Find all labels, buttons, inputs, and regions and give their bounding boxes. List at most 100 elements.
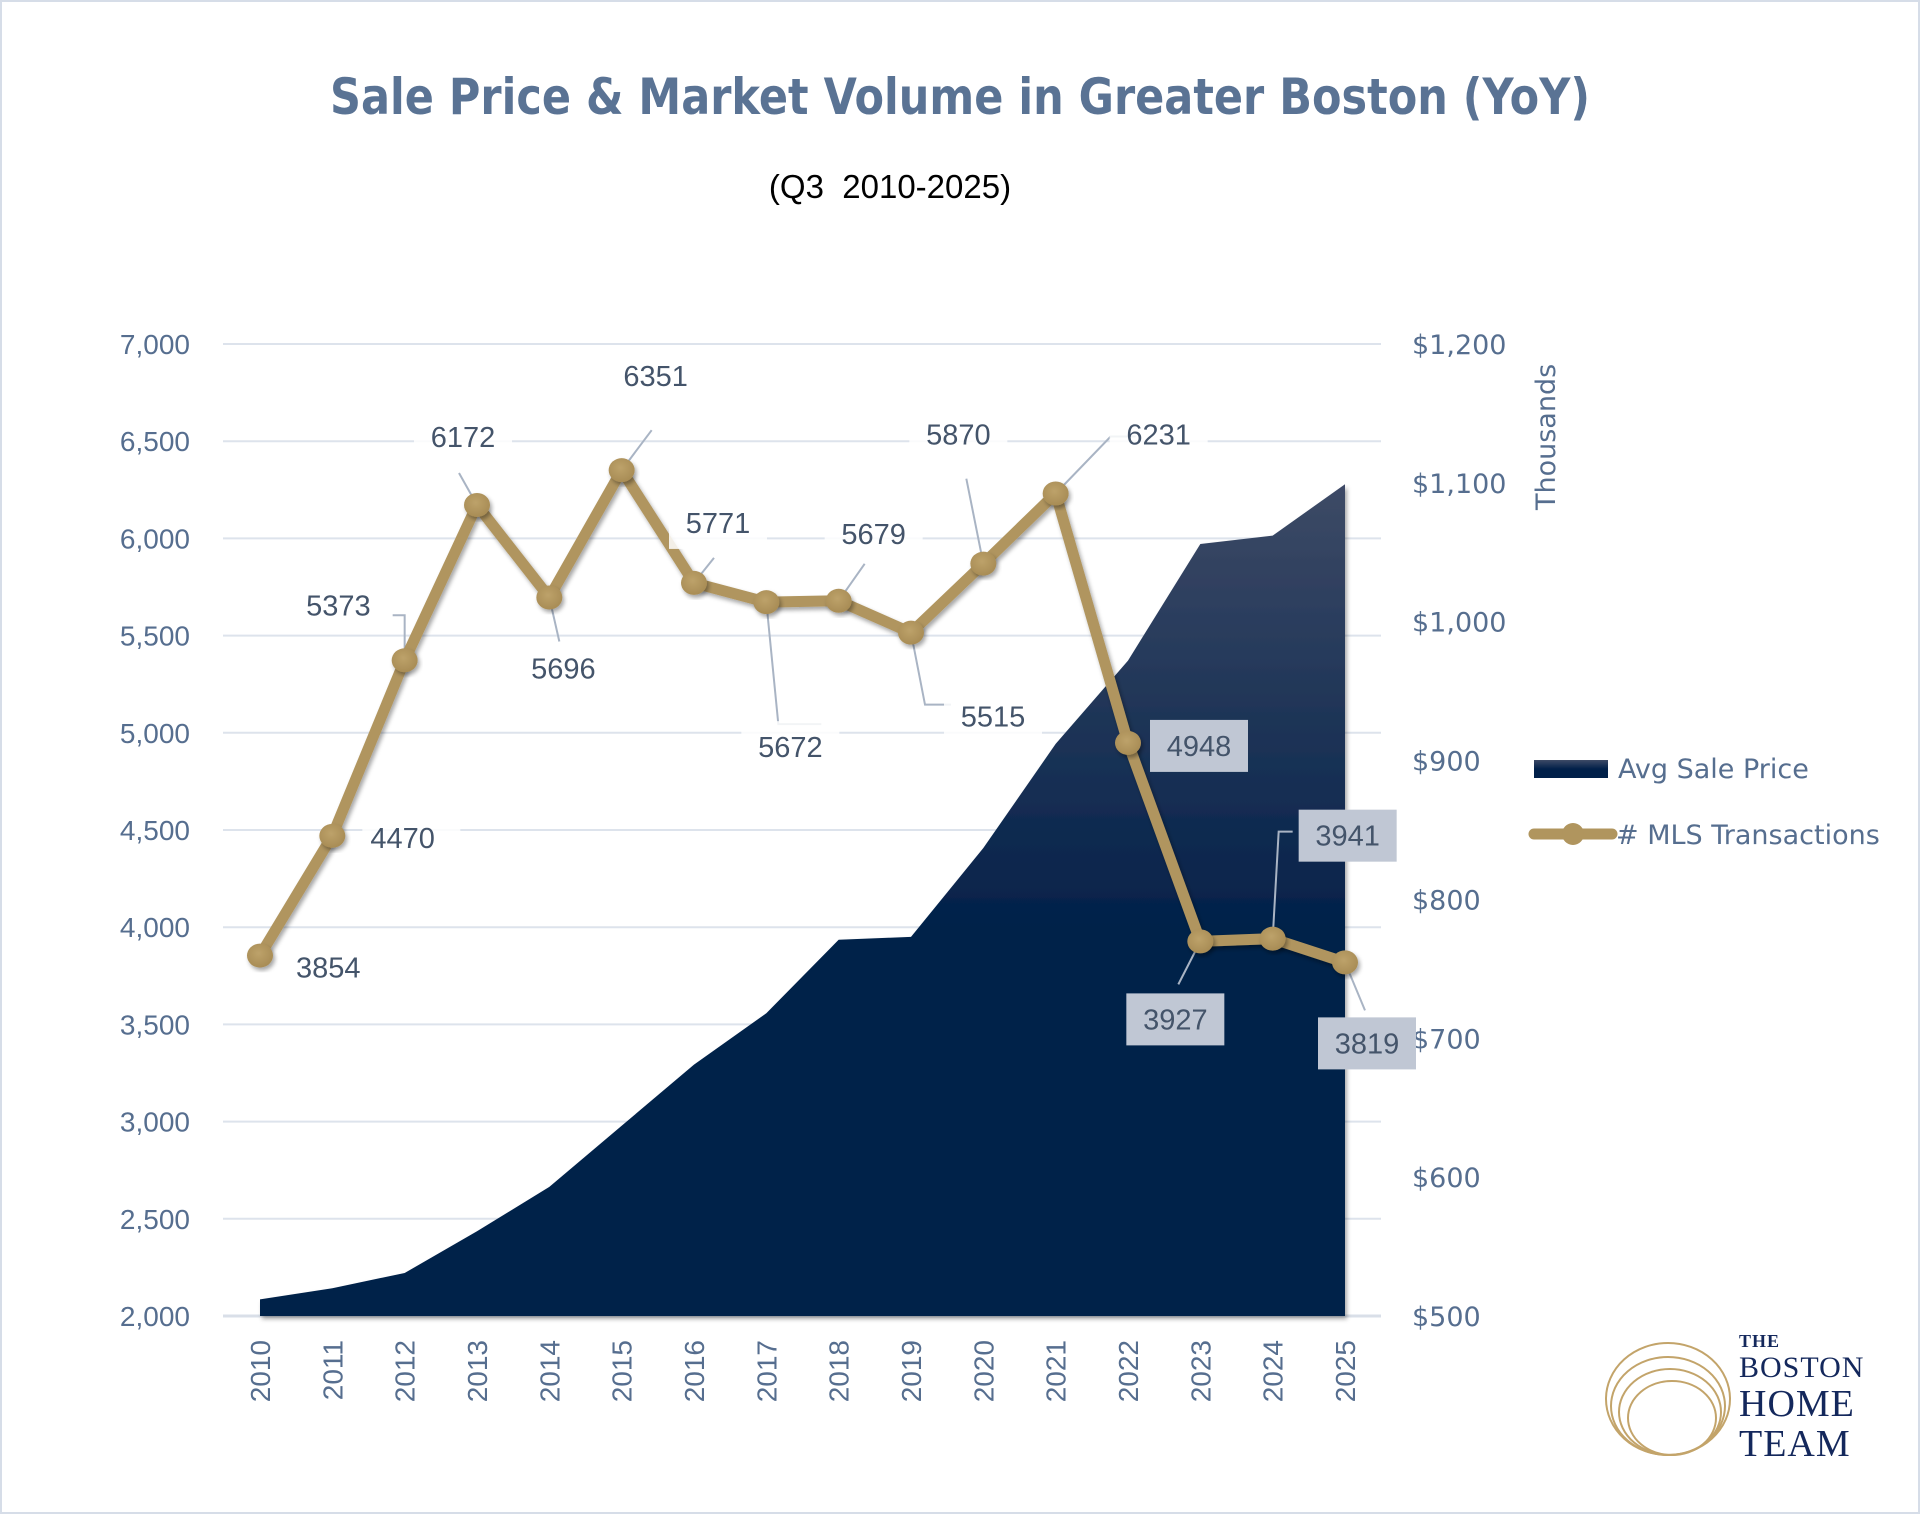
- data-label: 6351: [623, 361, 688, 393]
- data-label: 5870: [926, 420, 991, 452]
- x-tick-label: 2017: [751, 1340, 782, 1402]
- leader-line: [910, 632, 951, 706]
- mls-marker[interactable]: [247, 943, 273, 968]
- leader-line: [965, 478, 985, 564]
- x-tick-label: 2010: [245, 1340, 276, 1402]
- data-label: 6231: [1126, 419, 1191, 451]
- mls-marker[interactable]: [1259, 926, 1286, 951]
- left-tick-label: 6,000: [120, 523, 190, 554]
- data-label-bg: [414, 410, 512, 463]
- x-tick-label: 2015: [607, 1340, 638, 1402]
- legend-marker-icon: [1562, 823, 1584, 845]
- legend: Avg Sale Price # MLS Transactions: [1528, 754, 1880, 851]
- logo-wordmark: THE BOSTON HOME TEAM: [1739, 1328, 1864, 1463]
- x-tick-label: 2020: [968, 1340, 999, 1402]
- left-axis: 2,000 2,500 3,000 3,500 4,000 4,500 5,000 5,500…: [120, 329, 190, 1332]
- data-labels: 3854 4470 5373 6172 5696 6351 5771 5672 5679 5515…: [280, 350, 1416, 1070]
- logo-team: TEAM: [1739, 1423, 1851, 1465]
- mls-marker[interactable]: [898, 620, 924, 645]
- mls-marker[interactable]: [319, 823, 346, 848]
- x-tick-label: 2012: [390, 1340, 421, 1402]
- x-tick-label: 2014: [534, 1340, 565, 1402]
- legend-item-avg-sale-price[interactable]: Avg Sale Price: [1534, 754, 1809, 785]
- logo-rings-icon: [1605, 1342, 1731, 1456]
- chart-title: Sale Price & Market Volume in Greater Bo…: [330, 68, 1590, 126]
- data-label: 5696: [531, 653, 596, 685]
- data-label: 3941: [1315, 821, 1380, 853]
- right-axis: $500 $600 $700 $800 $900 $1,000 $1,100 $1,200: [1412, 330, 1506, 1333]
- mls-marker[interactable]: [1115, 730, 1141, 755]
- right-tick-label: $1,100: [1412, 469, 1506, 500]
- mls-marker[interactable]: [681, 570, 707, 595]
- data-label: 5771: [686, 508, 751, 540]
- x-tick-label: 2021: [1041, 1340, 1072, 1402]
- x-tick-label: 2013: [462, 1340, 493, 1402]
- right-tick-label: $500: [1412, 1302, 1481, 1333]
- right-tick-label: $800: [1412, 885, 1481, 916]
- chart-subtitle: (Q3 2010-2025): [0, 168, 1920, 206]
- mls-marker[interactable]: [536, 585, 563, 610]
- mls-marker[interactable]: [608, 458, 635, 483]
- data-label-bg: [362, 811, 461, 864]
- area-fill: [260, 484, 1345, 1316]
- data-label: 3927: [1143, 1004, 1208, 1036]
- left-tick-label: 6,500: [120, 426, 190, 457]
- data-label: 5373: [306, 590, 371, 622]
- logo-the: THE: [1739, 1331, 1781, 1351]
- mls-marker[interactable]: [1187, 929, 1214, 954]
- mls-marker[interactable]: [970, 551, 997, 576]
- mls-marker[interactable]: [825, 588, 852, 613]
- data-label-bg: [944, 690, 1042, 743]
- data-label: 3819: [1335, 1028, 1400, 1060]
- data-label-bg: [514, 642, 613, 695]
- x-tick-label: 2018: [824, 1340, 855, 1402]
- legend-area-swatch-icon: [1534, 760, 1608, 778]
- mls-marker[interactable]: [1332, 950, 1358, 975]
- right-tick-label: $900: [1412, 747, 1481, 778]
- logo-boston: BOSTON: [1739, 1351, 1865, 1384]
- data-label: 4470: [370, 823, 435, 855]
- data-label-bg: [280, 579, 379, 632]
- mls-line: [254, 464, 1351, 968]
- data-label-bg: [1150, 719, 1248, 772]
- x-tick-label: 2023: [1185, 1340, 1216, 1402]
- x-tick-label: 2022: [1113, 1340, 1144, 1402]
- right-axis-title: Thousands: [1531, 364, 1562, 511]
- x-tick-label: 2024: [1258, 1340, 1289, 1402]
- right-tick-label: $1,000: [1412, 608, 1506, 639]
- x-tick-label: 2019: [896, 1340, 927, 1402]
- data-label-bg: [1126, 993, 1225, 1046]
- legend-label-mls-transactions: # MLS Transactions: [1616, 820, 1880, 851]
- left-tick-label: 2,500: [120, 1204, 190, 1235]
- data-label: 5672: [758, 732, 823, 764]
- right-tick-label: $600: [1412, 1163, 1481, 1194]
- x-axis: 2010 2011 2012 2013 2014 2015 2016 2017 2018 2019…: [245, 1340, 1361, 1402]
- area-series-avg-sale-price: [260, 484, 1345, 1316]
- mls-marker[interactable]: [753, 590, 780, 615]
- data-label-bg: [288, 941, 386, 994]
- data-label: 4948: [1167, 731, 1232, 763]
- data-label-bg: [669, 496, 767, 549]
- mls-marker[interactable]: [464, 492, 490, 517]
- left-tick-label: 4,500: [120, 815, 190, 846]
- data-label-bg: [1109, 408, 1208, 461]
- mls-marker[interactable]: [1042, 481, 1069, 506]
- legend-item-mls-transactions[interactable]: # MLS Transactions: [1528, 820, 1880, 851]
- mls-marker[interactable]: [391, 648, 418, 673]
- leader-line: [1271, 830, 1293, 939]
- left-tick-label: 3,000: [120, 1107, 190, 1138]
- line-series-mls-transactions: [247, 458, 1358, 975]
- leader-line: [765, 602, 822, 726]
- data-label-bg: [1298, 809, 1397, 862]
- left-tick-label: 5,500: [120, 621, 190, 652]
- leader-line: [392, 614, 406, 661]
- data-label-bg: [741, 721, 840, 774]
- data-label: 5679: [841, 519, 906, 551]
- data-label-bg: [824, 507, 923, 560]
- x-tick-label: 2011: [317, 1340, 348, 1400]
- right-tick-label: $1,200: [1412, 330, 1506, 361]
- left-tick-label: 5,000: [120, 718, 190, 749]
- data-label: 6172: [431, 422, 496, 454]
- left-tick-label: 3,500: [120, 1009, 190, 1040]
